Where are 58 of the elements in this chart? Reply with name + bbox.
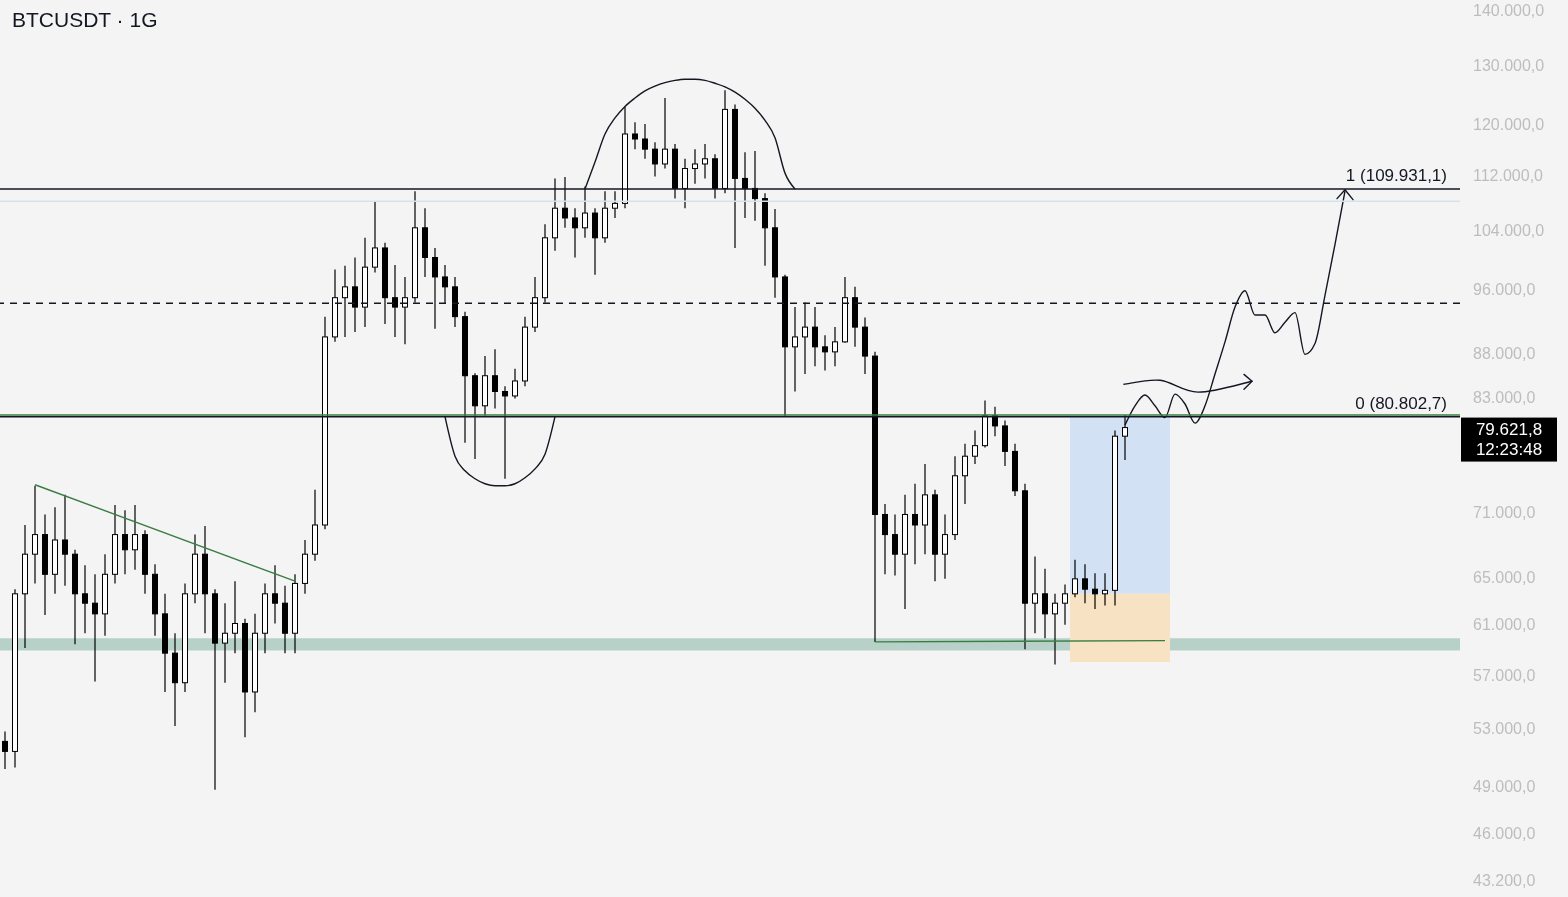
candlestick	[1122, 414, 1128, 461]
candlestick	[342, 265, 348, 338]
text: 79.621,8	[1475, 419, 1543, 439]
candlestick	[492, 348, 498, 410]
candlestick	[912, 483, 918, 565]
candlestick	[792, 306, 798, 393]
candlestick	[832, 326, 838, 367]
text: 12:23:48	[1475, 439, 1543, 459]
candlestick	[502, 385, 508, 480]
candlestick	[1072, 559, 1078, 598]
candlestick	[692, 148, 698, 185]
candlestick	[642, 123, 648, 160]
candlestick	[1092, 572, 1098, 610]
candlestick	[272, 564, 278, 625]
candlestick	[2, 730, 8, 770]
candlestick	[612, 190, 618, 219]
candlestick	[882, 503, 888, 575]
chart-title: BTCUSDT · 1G	[12, 8, 158, 31]
candlestick	[822, 334, 828, 372]
candlestick	[1052, 593, 1058, 666]
ref-line-label: 0 (80.802,7)	[1355, 393, 1447, 413]
candlestick	[802, 301, 808, 375]
candlestick	[812, 306, 818, 367]
candlestick	[402, 276, 408, 345]
candlestick	[972, 429, 978, 465]
candlestick	[442, 264, 448, 305]
candlestick	[92, 573, 98, 683]
candlestick	[132, 504, 138, 571]
candlestick	[632, 121, 638, 150]
candlestick	[62, 494, 68, 587]
candlestick	[1082, 563, 1088, 604]
candlestick	[582, 185, 588, 239]
candlestick	[1062, 583, 1068, 626]
candlestick	[892, 513, 898, 577]
candlestick	[572, 207, 578, 259]
candlestick	[352, 256, 358, 333]
candlestick	[392, 264, 398, 338]
candlestick	[742, 151, 748, 219]
ref-line-label: 1 (109.931,1)	[1345, 165, 1447, 185]
candlestick	[372, 200, 378, 273]
candlestick	[992, 406, 998, 437]
candlestick	[962, 443, 968, 505]
candlestick	[702, 143, 708, 180]
candlestick	[562, 176, 568, 229]
candlestick	[1042, 568, 1048, 639]
candlestick	[682, 158, 688, 209]
candlestick	[32, 485, 38, 585]
candlestick	[1102, 572, 1108, 607]
candlestick	[1032, 555, 1038, 634]
candlestick	[222, 602, 228, 684]
candlestick	[512, 368, 518, 400]
candlestick	[122, 509, 128, 575]
candlestick	[432, 247, 438, 330]
candlestick	[942, 513, 948, 580]
candlestick	[652, 141, 658, 178]
candlestick	[232, 580, 238, 654]
candlestick	[82, 564, 88, 634]
candlestick	[662, 97, 668, 170]
